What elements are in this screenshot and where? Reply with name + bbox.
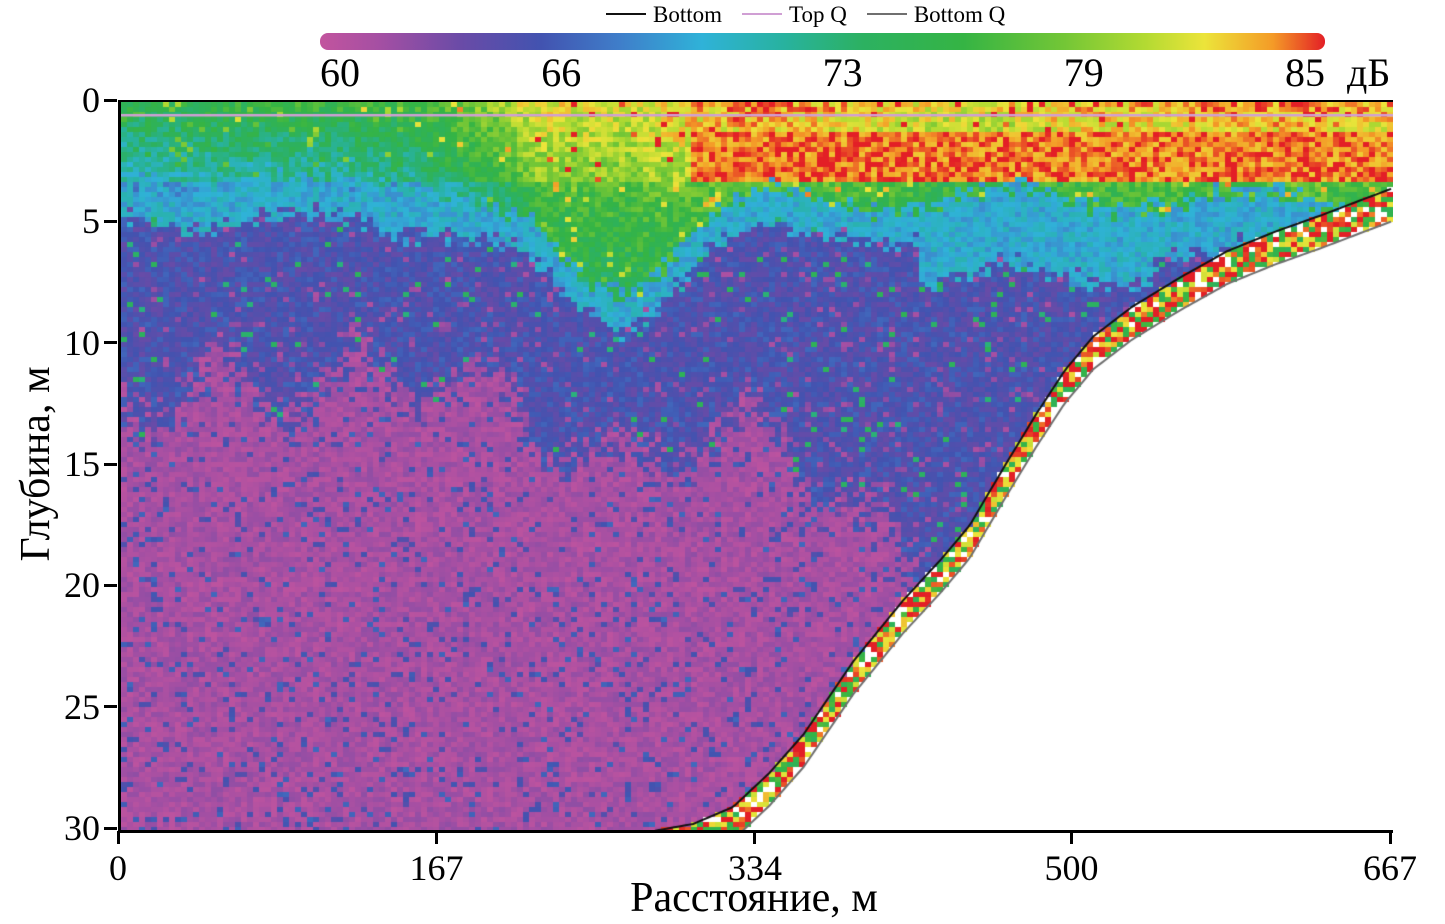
colorbar-unit-label: дБ [1347, 50, 1391, 95]
y-tick-label: 0 [82, 80, 100, 120]
y-tick-mark [104, 705, 117, 709]
y-tick-label: 15 [64, 444, 100, 484]
legend-line-sample [606, 13, 646, 15]
y-tick-mark [104, 583, 117, 587]
y-tick-mark [104, 462, 117, 466]
y-tick-label: 20 [64, 565, 100, 606]
colorbar-tick-label: 73 [822, 50, 863, 95]
y-tick-label: 10 [64, 322, 100, 363]
plot-area [118, 100, 1393, 833]
x-tick-mark [753, 831, 757, 844]
x-axis-title: Расстояние, м [630, 875, 878, 921]
y-tick-label: 5 [82, 201, 100, 242]
legend-item: Top Q [742, 3, 847, 26]
y-tick-mark [104, 219, 117, 223]
colorbar-tick-label: 79 [1063, 50, 1104, 95]
x-tick-label: 667 [1363, 848, 1417, 888]
legend-line-sample [742, 13, 783, 15]
legend-line-sample [866, 13, 907, 15]
colorbar-tick-label: 66 [541, 50, 582, 95]
x-tick-label: 167 [409, 848, 464, 888]
colorbar-tick-label: 85 [1285, 50, 1325, 95]
y-tick-label: 30 [64, 808, 100, 848]
legend-label: Top Q [789, 1, 847, 27]
echogram-canvas [121, 102, 1393, 830]
x-tick-mark [1388, 831, 1392, 844]
y-tick-mark [104, 341, 117, 345]
x-tick-mark [434, 831, 438, 844]
legend-item: Bottom Q [866, 1, 1006, 27]
x-tick-label: 500 [1044, 848, 1099, 888]
legend-label: Bottom [653, 1, 723, 27]
x-tick-label: 334 [727, 848, 782, 888]
legend-item: Bottom [606, 3, 722, 26]
y-tick-label: 25 [64, 686, 100, 727]
y-tick-mark [104, 826, 117, 830]
x-tick-label: 0 [109, 848, 127, 888]
legend-label: Bottom Q [913, 1, 1006, 27]
colorbar-tick-label: 60 [320, 50, 360, 95]
y-tick-mark [104, 98, 117, 102]
chart-legend: Bottom Top Q Bottom Q [606, 0, 1005, 28]
x-tick-mark [1070, 831, 1074, 844]
colorbar-gradient [320, 33, 1325, 50]
colorbar-labels: 60 66 73 79 85 [320, 52, 1325, 98]
x-tick-mark [116, 831, 120, 844]
